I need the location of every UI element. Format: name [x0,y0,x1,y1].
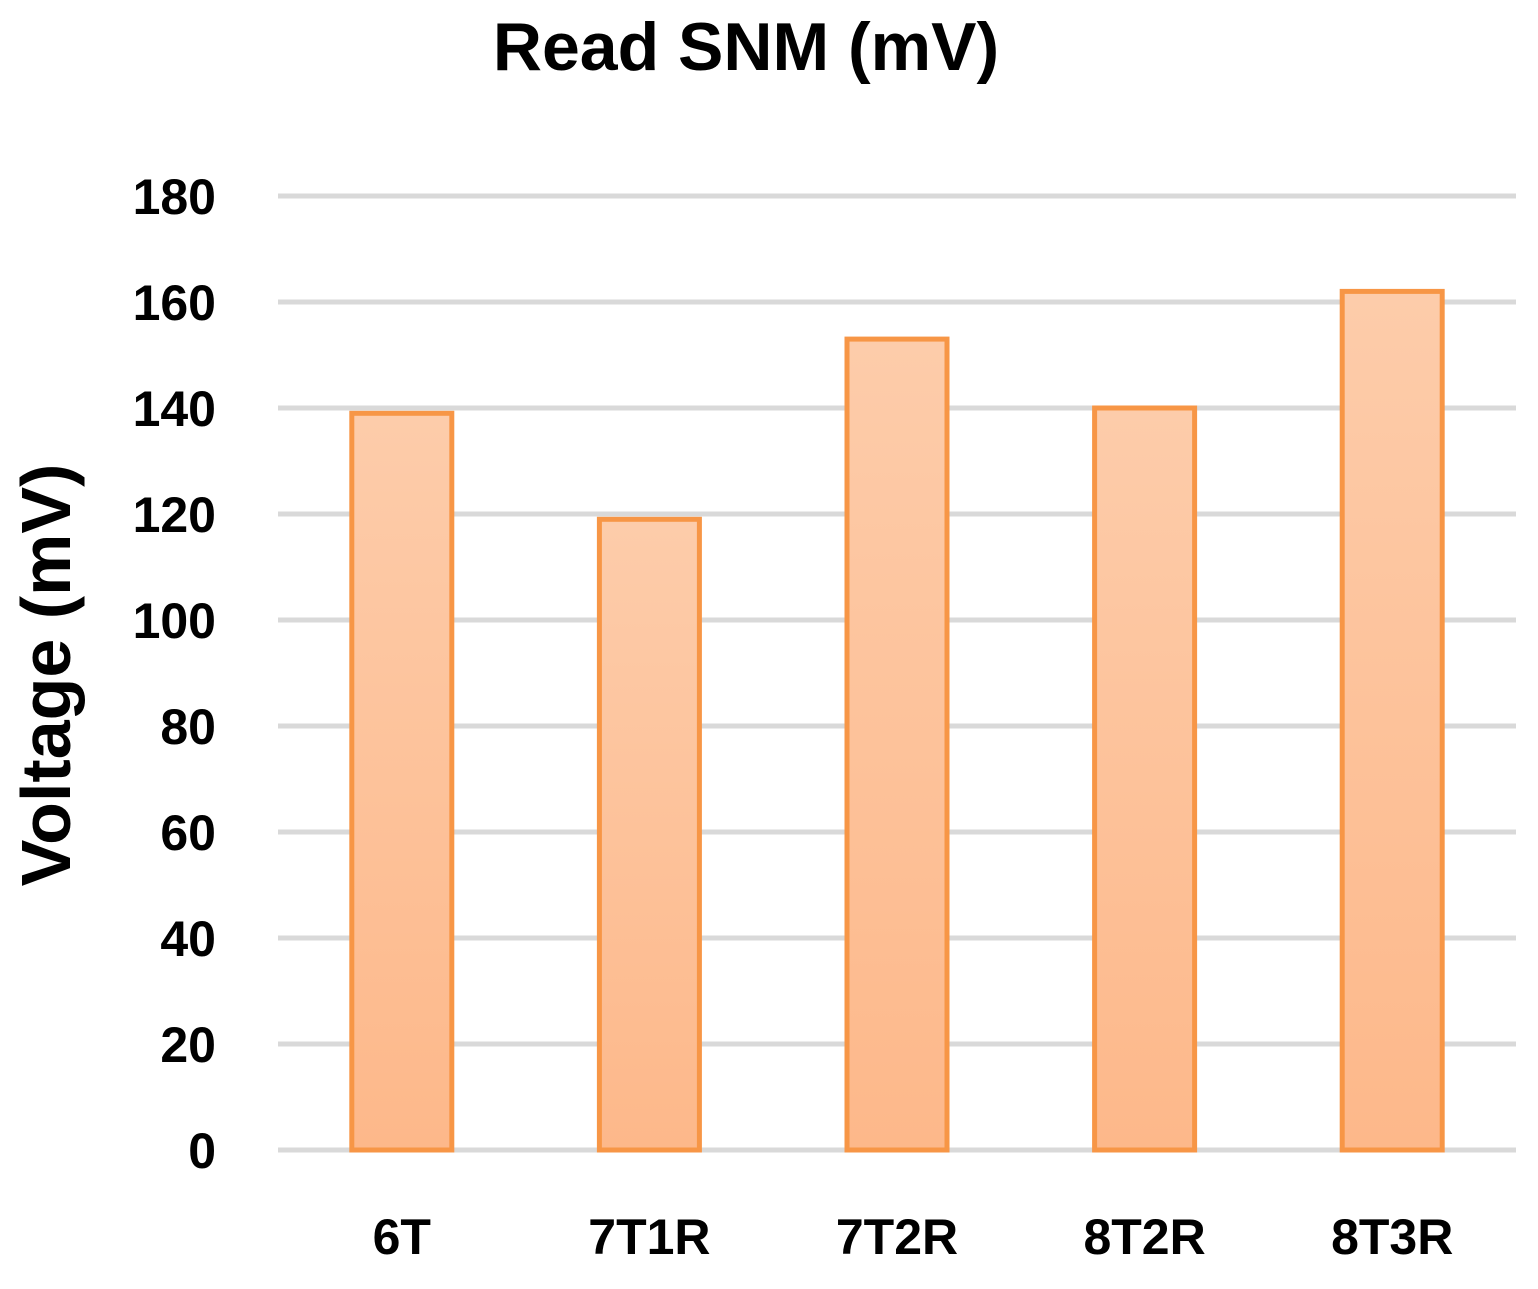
y-tick-label: 160 [133,275,216,331]
x-tick-labels: 6T 7T1R 7T2R 8T2R 8T3R [373,1209,1454,1265]
y-tick-label: 60 [160,805,216,861]
bar-8T2R [1092,405,1198,1153]
y-tick-label: 40 [160,911,216,967]
y-tick-label: 0 [188,1123,216,1179]
y-tick-label: 100 [133,593,216,649]
bar-6T [349,410,455,1153]
bar-7T2R [844,336,950,1153]
bar-7T1R [596,516,702,1153]
x-tick-label: 8T2R [1083,1209,1205,1265]
y-tick-label: 120 [133,487,216,543]
x-tick-label: 6T [373,1209,431,1265]
y-tick-label: 20 [160,1017,216,1073]
x-tick-label: 8T3R [1331,1209,1453,1265]
bars [349,288,1445,1153]
y-tick-label: 140 [133,381,216,437]
y-axis-label: Voltage (mV) [7,464,85,887]
x-tick-label: 7T1R [588,1209,710,1265]
chart-title: Read SNM (mV) [493,9,999,85]
y-tick-label: 180 [133,169,216,225]
x-tick-label: 7T2R [836,1209,958,1265]
bar-8T3R [1339,288,1445,1153]
y-tick-label: 80 [160,699,216,755]
y-tick-labels: 0 20 40 60 80 100 120 140 160 180 [133,169,216,1179]
